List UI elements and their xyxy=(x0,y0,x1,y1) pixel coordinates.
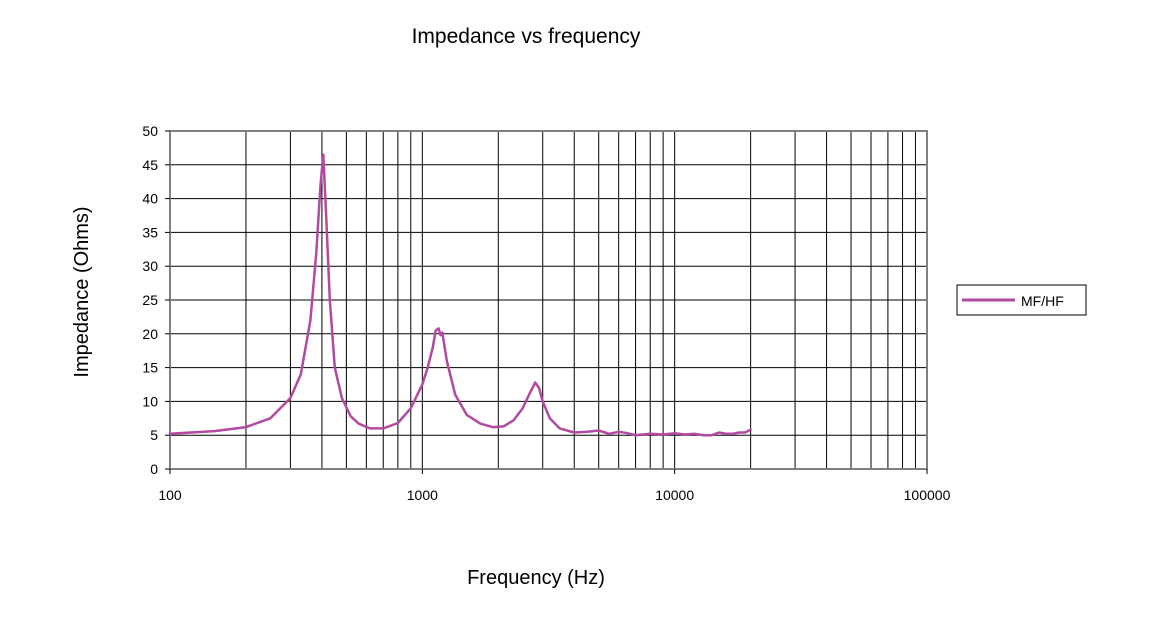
y-tick-label: 45 xyxy=(142,157,158,173)
chart-title: Impedance vs frequency xyxy=(412,25,641,48)
x-tick-label: 10000 xyxy=(655,487,694,503)
y-axis-ticks: 0 5 10 15 20 25 30 35 40 45 50 xyxy=(142,123,170,477)
y-tick-label: 10 xyxy=(142,393,158,409)
y-tick-label: 25 xyxy=(142,292,158,308)
y-tick-label: 35 xyxy=(142,224,158,240)
y-tick-label: 0 xyxy=(150,461,158,477)
y-tick-label: 50 xyxy=(142,123,158,139)
series-layer xyxy=(168,153,752,437)
x-axis-ticks: 100 1000 10000 100000 xyxy=(158,469,951,503)
x-tick-label: 100000 xyxy=(904,487,951,503)
legend: MF/HF xyxy=(956,284,1087,316)
y-tick-label: 15 xyxy=(142,360,158,376)
series-line-mf-hf xyxy=(168,153,752,437)
y-tick-label: 20 xyxy=(142,326,158,342)
grid-lines xyxy=(170,131,927,469)
x-axis-title: Frequency (Hz) xyxy=(467,567,605,589)
legend-label-mf-hf: MF/HF xyxy=(1021,293,1064,309)
y-tick-label: 40 xyxy=(142,191,158,207)
x-tick-label: 100 xyxy=(158,487,182,503)
y-tick-label: 5 xyxy=(150,427,158,443)
x-tick-label: 1000 xyxy=(407,487,438,503)
y-tick-label: 30 xyxy=(142,258,158,274)
y-axis-title: Impedance (Ohms) xyxy=(71,206,93,377)
